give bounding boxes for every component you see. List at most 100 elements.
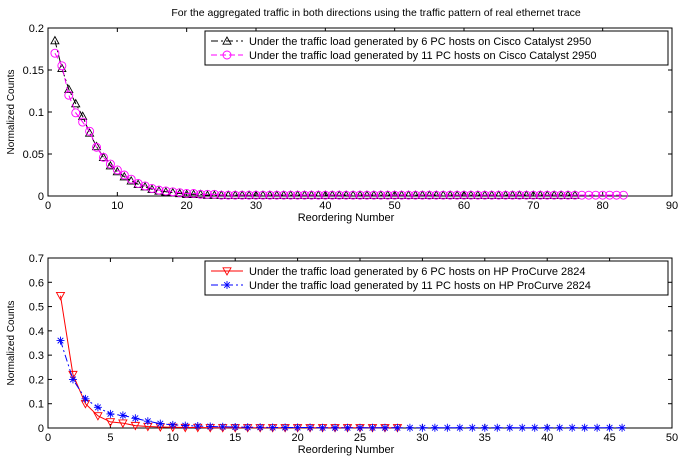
data-point-series-1 — [105, 418, 116, 427]
data-point-series-2 — [181, 421, 190, 430]
data-point-series-2 — [369, 190, 379, 200]
data-point-series-2 — [518, 423, 527, 432]
data-point-series-2 — [293, 423, 302, 432]
x-tick-label: 35 — [479, 432, 491, 444]
data-point-series-2 — [147, 183, 157, 193]
x-tick-label: 60 — [458, 200, 470, 212]
data-point-series-2 — [568, 423, 577, 432]
data-point-series-2 — [206, 422, 215, 431]
data-point-series-2 — [580, 423, 589, 432]
data-point-series-2 — [430, 423, 439, 432]
data-point-series-2 — [466, 190, 476, 200]
chart-hp: 0 5 10 15 20 25 30 35 40 45 50 0 0.1 0.2 0.3 0.4 0.5 0.6 0… — [6, 253, 678, 456]
data-point-series-2 — [216, 190, 226, 200]
data-point-series-2 — [231, 423, 240, 432]
x-tick-label: 30 — [250, 200, 262, 212]
data-point-series-2 — [143, 417, 152, 426]
x-tick-label: 40 — [541, 432, 553, 444]
y-axis-label: Normalized Counts — [6, 69, 17, 154]
legend-box — [204, 30, 669, 66]
data-point-series-2 — [341, 190, 351, 200]
data-point-series-2 — [505, 423, 514, 432]
data-point-series-2 — [293, 190, 303, 200]
data-point-series-2 — [286, 190, 296, 200]
data-point-series-2 — [397, 190, 407, 200]
y-axis-label: Normalized Counts — [6, 300, 17, 385]
y-tick-label: 0.1 — [29, 107, 44, 119]
data-point-series-2 — [126, 174, 136, 184]
data-point-series-2 — [584, 190, 594, 200]
data-point-series-2 — [92, 142, 101, 152]
data-point-series-2 — [355, 190, 365, 200]
x-tick-label: 5 — [107, 432, 113, 444]
data-point-series-2 — [182, 189, 192, 198]
data-point-series-2 — [445, 190, 455, 200]
data-point-series-2 — [356, 423, 364, 432]
data-point-series-2 — [327, 190, 337, 200]
data-point-series-2 — [605, 423, 614, 432]
data-point-series-2 — [494, 190, 504, 200]
data-point-series-2 — [272, 190, 282, 200]
data-point-series-2 — [81, 394, 90, 403]
data-point-series-2 — [313, 190, 323, 200]
data-point-series-1 — [130, 421, 141, 431]
data-point-series-2 — [417, 190, 427, 200]
data-point-series-2 — [168, 420, 177, 429]
x-tick-label: 30 — [416, 432, 428, 444]
data-point-series-2 — [68, 375, 77, 384]
data-point-series-2 — [258, 190, 268, 200]
y-tick-label: 0.1 — [29, 399, 44, 411]
data-point-series-2 — [244, 190, 254, 200]
data-point-series-1 — [55, 291, 66, 301]
y-tick-label: 0.6 — [29, 277, 44, 289]
y-tick-label: 0 — [38, 423, 44, 435]
data-point-series-2 — [230, 190, 240, 200]
x-tick-label: 15 — [229, 432, 241, 444]
data-point-series-2 — [307, 190, 316, 200]
data-point-series-1 — [77, 111, 88, 120]
data-point-series-2 — [530, 423, 539, 432]
data-point-series-2 — [71, 108, 81, 118]
x-tick-label: 70 — [527, 200, 539, 212]
data-point-series-2 — [619, 190, 628, 200]
x-tick-label: 50 — [666, 432, 678, 444]
data-point-series-2 — [118, 411, 127, 420]
legend-label-2: Under the traffic load generated by 11 P… — [249, 280, 591, 292]
data-point-series-2 — [156, 419, 165, 428]
x-axis-label: Reordering Number — [298, 444, 395, 456]
data-point-series-2 — [362, 190, 372, 200]
data-point-series-2 — [119, 170, 129, 180]
data-point-series-2 — [431, 190, 441, 200]
data-point-series-1 — [64, 84, 74, 93]
x-tick-label: 80 — [597, 200, 609, 212]
data-point-series-2 — [268, 423, 277, 432]
x-tick-label: 0 — [45, 432, 51, 444]
data-point-series-1 — [91, 141, 102, 151]
data-point-series-2 — [487, 190, 497, 200]
data-point-series-2 — [473, 190, 483, 200]
data-point-series-2 — [209, 189, 219, 199]
data-point-series-2 — [376, 190, 386, 200]
legend-marker-2 — [223, 281, 231, 289]
y-tick-label: 0.05 — [23, 149, 44, 161]
data-point-series-2 — [331, 423, 340, 432]
x-tick-label: 0 — [45, 200, 51, 212]
data-point-series-2 — [493, 423, 502, 432]
series-line-1 — [59, 295, 398, 429]
y-tick-label: 0.7 — [29, 253, 44, 265]
y-tick-label: 0 — [38, 191, 44, 203]
data-point-series-2 — [265, 190, 275, 200]
y-tick-label: 0.4 — [29, 326, 44, 338]
data-point-series-2 — [452, 190, 462, 200]
data-point-series-2 — [50, 48, 60, 58]
data-point-series-2 — [251, 190, 261, 200]
data-point-series-2 — [543, 423, 552, 432]
data-point-series-2 — [515, 190, 524, 200]
figure-title: For the aggregated traffic in both direc… — [171, 7, 581, 19]
x-tick-label: 20 — [181, 200, 193, 212]
data-point-series-2 — [598, 190, 608, 200]
data-point-series-2 — [383, 190, 393, 200]
data-point-series-1 — [68, 370, 78, 380]
y-tick-label: 0.5 — [29, 302, 44, 314]
